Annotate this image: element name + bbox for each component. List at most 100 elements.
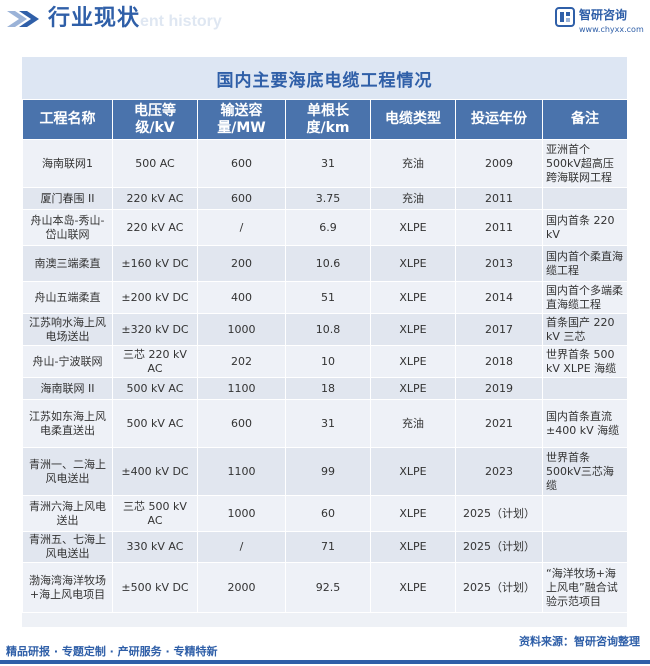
note-cell: 国内首个多端柔直海缆工程 [542,281,628,314]
capacity-cell: 200 [197,245,286,282]
year-cell: 2013 [455,245,543,282]
year-cell: 2025（计划） [455,495,543,532]
length-cell: 31 [285,399,371,448]
cable-type-cell: XLPE [370,209,456,246]
length-cell: 31 [285,139,371,188]
table-row: 青洲六海上风电送出 三芯 500 kV AC 1000 60 XLPE 2025（计划） [22,495,628,532]
cable-type-cell: 充油 [370,139,456,188]
cable-type-cell: XLPE [370,447,456,496]
length-cell: 10.8 [285,313,371,346]
brand-url: www.chyxx.com [579,25,644,34]
footer-bar [0,660,650,664]
page-header: 行业现状 ent history 智研咨询 www.chyxx.com [0,0,650,42]
voltage-cell: 220 kV AC [112,209,198,246]
capacity-cell: 202 [197,345,286,378]
column-header: 备注 [542,99,628,140]
cable-type-cell: XLPE [370,245,456,282]
length-cell: 10 [285,345,371,378]
table-row: 海南联网1 500 AC 600 31 充油 2009 亚洲首个500kV超高压跨海联网工程 [22,139,628,188]
brand-logo-icon [555,7,575,27]
cable-type-cell: XLPE [370,345,456,378]
capacity-cell: 600 [197,187,286,210]
project-name-cell: 青洲六海上风电送出 [22,495,113,532]
project-name-cell: 青洲五、七海上风电送出 [22,531,113,563]
note-cell [542,531,628,563]
project-name-cell: 江苏如东海上风电柔直送出 [22,399,113,448]
double-chevron-icon [7,11,39,27]
header-watermark: ent history [140,13,222,30]
project-name-cell: 舟山-宁波联网 [22,345,113,378]
project-name-cell: 海南联网1 [22,139,113,188]
capacity-cell: / [197,209,286,246]
year-cell: 2017 [455,313,543,346]
project-name-cell: 青洲一、二海上风电送出 [22,447,113,496]
note-cell: “海洋牧场+海上风电”融合试验示范项目 [542,562,628,613]
cable-type-cell: XLPE [370,495,456,532]
note-cell: 国内首条 220 kV [542,209,628,246]
cable-projects-table-panel: 国内主要海底电缆工程情况 工程名称 电压等级/kV 输送容量/MW 单根长度/k… [22,57,628,627]
cable-type-cell: XLPE [370,377,456,400]
capacity-cell: 600 [197,399,286,448]
note-cell: 国内首条直流±400 kV 海缆 [542,399,628,448]
brand-logo-block: 智研咨询 www.chyxx.com [555,5,647,39]
table-row: 渤海湾海洋牧场+海上风电项目 ±500 kV DC 2000 92.5 XLPE 2025… [22,562,628,613]
cable-type-cell: 充油 [370,399,456,448]
voltage-cell: ±400 kV DC [112,447,198,496]
capacity-cell: 1100 [197,447,286,496]
table-row: 厦门春围 II 220 kV AC 600 3.75 充油 2011 [22,187,628,210]
section-title: 行业现状 [48,6,141,31]
length-cell: 71 [285,531,371,563]
project-name-cell: 舟山五端柔直 [22,281,113,314]
voltage-cell: 330 kV AC [112,531,198,563]
capacity-cell: / [197,531,286,563]
note-cell: 首条国产 220 kV 三芯 [542,313,628,346]
table-header-row: 工程名称 电压等级/kV 输送容量/MW 单根长度/km 电缆类型 投运年份 备… [22,99,628,140]
year-cell: 2023 [455,447,543,496]
voltage-cell: 三芯 220 kV AC [112,345,198,378]
length-cell: 99 [285,447,371,496]
note-cell: 世界首条 500 kV XLPE 海缆 [542,345,628,378]
cable-type-cell: 充油 [370,187,456,210]
cable-type-cell: XLPE [370,562,456,613]
note-cell [542,187,628,210]
year-cell: 2025（计划） [455,562,543,613]
table-row: 江苏如东海上风电柔直送出 500 kV AC 600 31 充油 2021 国内首条直流±4… [22,399,628,448]
column-header: 电缆类型 [370,99,456,140]
length-cell: 10.6 [285,245,371,282]
length-cell: 51 [285,281,371,314]
capacity-cell: 1000 [197,495,286,532]
voltage-cell: ±160 kV DC [112,245,198,282]
brand-name: 智研咨询 [579,8,628,22]
length-cell: 6.9 [285,209,371,246]
voltage-cell: ±500 kV DC [112,562,198,613]
length-cell: 3.75 [285,187,371,210]
year-cell: 2019 [455,377,543,400]
voltage-cell: ±320 kV DC [112,313,198,346]
capacity-cell: 1000 [197,313,286,346]
table-row: 江苏响水海上风电场送出 ±320 kV DC 1000 10.8 XLPE 2017 首条国… [22,313,628,346]
note-cell: 世界首条500kV三芯海缆 [542,447,628,496]
table-row: 舟山-宁波联网 三芯 220 kV AC 202 10 XLPE 2018 世界首条 500… [22,345,628,378]
note-cell [542,377,628,400]
year-cell: 2011 [455,209,543,246]
footer-source: 资料来源：智研咨询整理 [519,635,640,648]
footer-services: 精品研报 · 专题定制 · 产研服务 · 专精特新 [6,645,218,658]
year-cell: 2009 [455,139,543,188]
voltage-cell: ±200 kV DC [112,281,198,314]
project-name-cell: 海南联网 II [22,377,113,400]
year-cell: 2018 [455,345,543,378]
project-name-cell: 舟山本岛-秀山-岱山联网 [22,209,113,246]
cable-type-cell: XLPE [370,313,456,346]
column-header: 输送容量/MW [197,99,286,140]
project-name-cell: 南澳三端柔直 [22,245,113,282]
column-header: 工程名称 [22,99,113,140]
project-name-cell: 渤海湾海洋牧场+海上风电项目 [22,562,113,613]
column-header: 电压等级/kV [112,99,198,140]
project-name-cell: 厦门春围 II [22,187,113,210]
note-cell: 国内首个柔直海缆工程 [542,245,628,282]
table-row: 舟山本岛-秀山-岱山联网 220 kV AC/6.9 XLPE 2011 国内首条 22… [22,209,628,246]
cable-type-cell: XLPE [370,531,456,563]
project-name-cell: 江苏响水海上风电场送出 [22,313,113,346]
length-cell: 92.5 [285,562,371,613]
table-row: 南澳三端柔直 ±160 kV DC 200 10.6 XLPE 2013 国内首个柔直海缆工… [22,245,628,282]
